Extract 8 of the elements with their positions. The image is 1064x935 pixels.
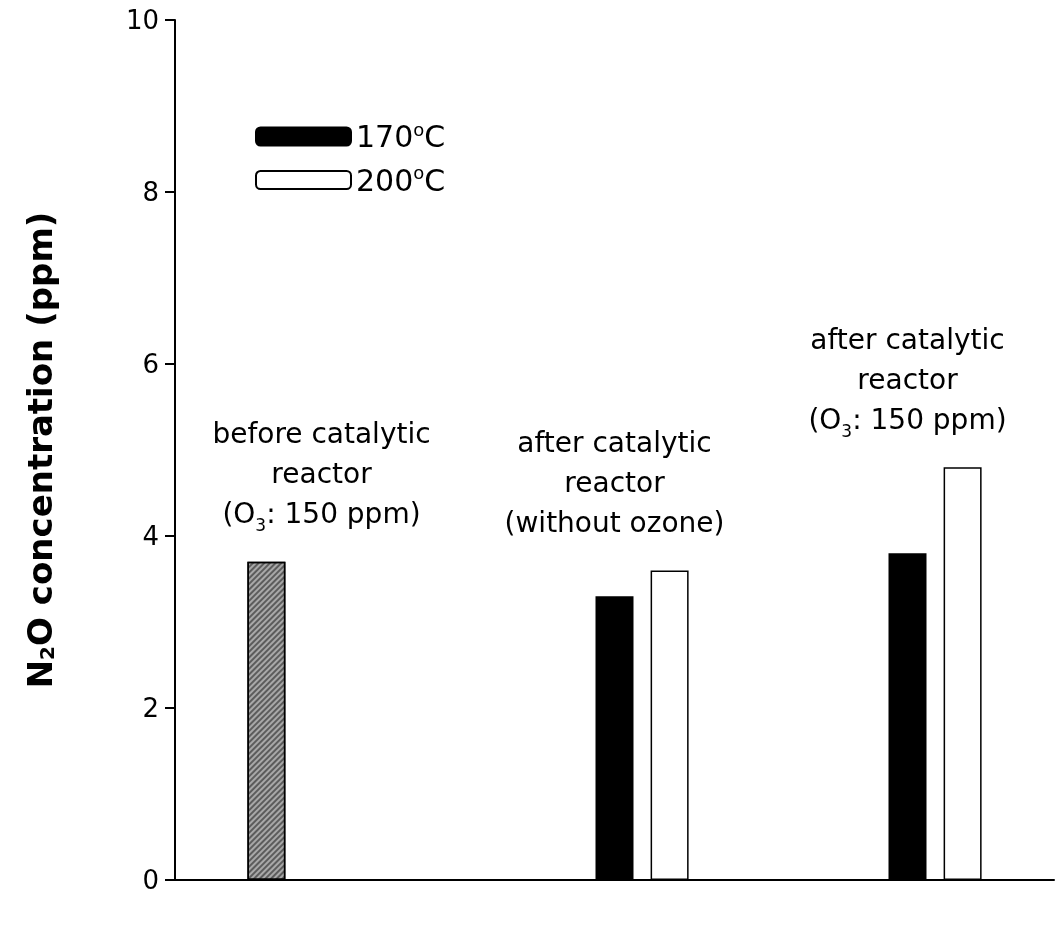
y-axis-title: N2O concentration (ppm) — [20, 211, 60, 689]
y-tick-label: 10 — [125, 5, 159, 35]
annotation: after catalytic reactor (without ozone) — [504, 425, 725, 539]
y-tick-label: 6 — [142, 349, 159, 379]
y-tick-label: 8 — [142, 177, 159, 207]
y-tick-label: 0 — [142, 865, 159, 895]
y-tick-label: 2 — [142, 693, 159, 723]
y-tick-label: 4 — [142, 521, 159, 551]
